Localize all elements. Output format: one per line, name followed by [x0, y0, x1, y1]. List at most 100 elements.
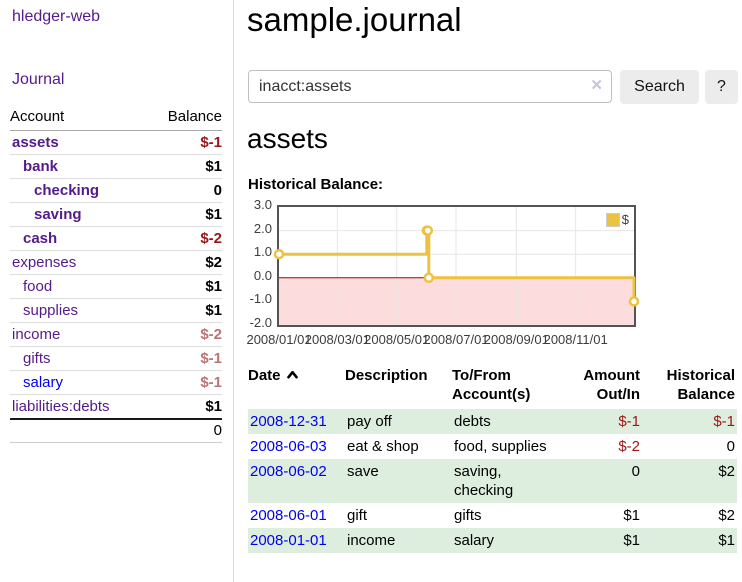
- x-axis-tick-label: 2008/01/01: [246, 332, 312, 347]
- account-balance: $1: [147, 154, 222, 179]
- account-balance: $1: [147, 274, 222, 299]
- account-link[interactable]: assets: [12, 134, 59, 151]
- account-heading: assets: [247, 123, 328, 154]
- register-header-date-label: Date: [248, 367, 281, 384]
- transaction-row[interactable]: 2008-06-03 eat & shop food, supplies $-2 0: [248, 434, 737, 459]
- search-input[interactable]: [248, 70, 612, 103]
- account-balance: $-2: [147, 322, 222, 347]
- y-axis-tick-label: 0.0: [253, 267, 272, 283]
- account-link[interactable]: checking: [34, 182, 100, 199]
- sidebar-item-journal[interactable]: Journal: [12, 71, 65, 88]
- chart-title: Historical Balance:: [248, 176, 384, 193]
- x-axis-tick-label: 2008/03/01: [304, 332, 370, 347]
- account-row: gifts $-1: [10, 346, 222, 371]
- account-balance: $2: [147, 250, 222, 275]
- account-link[interactable]: supplies: [23, 302, 79, 319]
- chart-legend: $: [605, 212, 629, 227]
- transaction-balance: $2: [718, 463, 735, 480]
- accounts-table: Account Balance assets $-1 bank $1 checking 0…: [10, 104, 222, 443]
- y-axis-tick-label: 2.0: [253, 220, 272, 236]
- transaction-date-link[interactable]: 2008-06-02: [250, 463, 327, 480]
- account-balance: 0: [147, 178, 222, 203]
- account-balance: $-1: [147, 130, 222, 155]
- account-row: bank $1: [10, 154, 222, 179]
- transaction-amount: $-1: [618, 413, 640, 430]
- transaction-description: pay off: [347, 413, 392, 430]
- account-link[interactable]: liabilities:debts: [12, 398, 110, 415]
- account-balance: $1: [147, 394, 222, 420]
- accounts-total-value: 0: [147, 419, 222, 443]
- transaction-balance: $2: [718, 507, 735, 524]
- transaction-accounts: saving, checking: [454, 463, 514, 499]
- account-row: income $-2: [10, 322, 222, 347]
- chart-canvas: [273, 207, 640, 325]
- register-table: Date Description To/From Account(s) Amou…: [248, 362, 737, 553]
- account-row: supplies $1: [10, 298, 222, 323]
- transaction-description: save: [347, 463, 379, 480]
- transaction-description: eat & shop: [347, 438, 419, 455]
- account-link[interactable]: salary: [23, 374, 64, 391]
- account-link[interactable]: bank: [23, 158, 59, 175]
- legend-swatch-icon: [605, 212, 620, 227]
- transaction-accounts: salary: [454, 532, 495, 549]
- register-header-balance[interactable]: Historical Balance: [666, 367, 735, 403]
- transaction-balance: $-1: [713, 413, 735, 430]
- account-row: cash $-2: [10, 226, 222, 251]
- account-row: food $1: [10, 274, 222, 299]
- register-header-description[interactable]: Description: [345, 367, 428, 384]
- register-header-date[interactable]: Date: [248, 362, 345, 409]
- transaction-row[interactable]: 2008-06-01 gift gifts $1 $2: [248, 503, 737, 528]
- y-axis-tick-label: 1.0: [253, 244, 272, 260]
- transaction-row[interactable]: 2008-06-02 save saving, checking 0 $2: [248, 459, 737, 503]
- account-row: checking 0: [10, 178, 222, 203]
- account-balance: $-1: [147, 370, 222, 395]
- transaction-date-link[interactable]: 2008-12-31: [250, 413, 327, 430]
- register-header-amount[interactable]: Amount Out/In: [583, 367, 640, 403]
- transaction-accounts: gifts: [454, 507, 482, 524]
- transaction-date-link[interactable]: 2008-01-01: [250, 532, 327, 549]
- transaction-balance: 0: [726, 438, 735, 455]
- accounts-total-row: 0: [10, 419, 222, 443]
- accounts-header-balance: Balance: [147, 104, 222, 131]
- chart-plot-area[interactable]: $: [273, 205, 640, 327]
- clear-search-icon[interactable]: ✕: [590, 77, 603, 94]
- x-axis-tick-label: 2008/09/01: [483, 332, 549, 347]
- brand-link[interactable]: hledger-web: [12, 8, 101, 25]
- transaction-description: gift: [347, 507, 368, 524]
- account-link[interactable]: saving: [34, 206, 82, 223]
- y-axis-tick-label: -1.0: [249, 291, 272, 307]
- register-header-accounts[interactable]: To/From Account(s): [452, 367, 531, 403]
- page-title: sample.journal: [247, 1, 462, 38]
- accounts-total-spacer: [10, 419, 148, 443]
- transaction-date-link[interactable]: 2008-06-01: [250, 507, 327, 524]
- transaction-amount: $1: [623, 507, 640, 524]
- transaction-balance: $1: [718, 532, 735, 549]
- account-balance: $1: [147, 202, 222, 227]
- search-button[interactable]: Search: [620, 70, 699, 104]
- account-balance: $-2: [147, 226, 222, 251]
- account-link[interactable]: cash: [23, 230, 58, 247]
- transaction-row[interactable]: 2008-01-01 income salary $1 $1: [248, 528, 737, 553]
- account-row: expenses $2: [10, 250, 222, 275]
- transaction-amount: $-2: [618, 438, 640, 455]
- transaction-amount: $1: [623, 532, 640, 549]
- sidebar-divider: [233, 0, 234, 582]
- search-help-button[interactable]: ?: [705, 70, 738, 104]
- transaction-description: income: [347, 532, 396, 549]
- transaction-date-link[interactable]: 2008-06-03: [250, 438, 327, 455]
- account-balance: $-1: [147, 346, 222, 371]
- transaction-row[interactable]: 2008-12-31 pay off debts $-1 $-1: [248, 409, 737, 434]
- search-form: ✕: [248, 70, 612, 103]
- account-link[interactable]: gifts: [23, 350, 51, 367]
- account-link[interactable]: expenses: [12, 254, 77, 271]
- account-row: salary $-1: [10, 370, 222, 395]
- account-link[interactable]: food: [23, 278, 53, 295]
- accounts-header-account: Account: [10, 104, 148, 131]
- accounts-header-row: Account Balance: [10, 104, 222, 131]
- x-axis-tick-label: 2008/07/01: [423, 332, 489, 347]
- sort-ascending-icon: [286, 370, 298, 379]
- x-axis-tick-label: 2008/05/01: [364, 332, 430, 347]
- x-axis-tick-label: 2008/11/01: [543, 332, 608, 347]
- account-link[interactable]: income: [12, 326, 61, 343]
- account-row: saving $1: [10, 202, 222, 227]
